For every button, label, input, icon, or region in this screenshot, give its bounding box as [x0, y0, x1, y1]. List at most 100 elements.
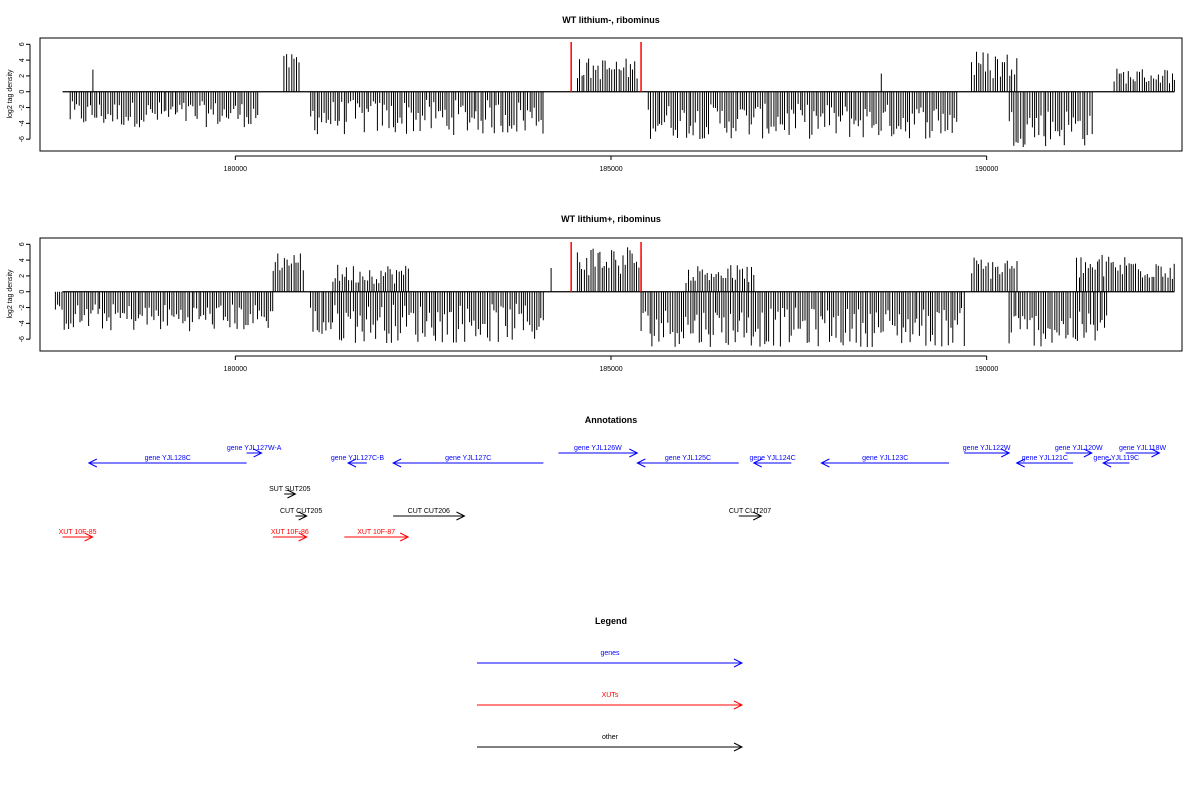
annotation-item: gene YJL127W-A — [227, 445, 282, 458]
signal-bars — [54, 247, 1175, 347]
arrowhead-icon — [84, 532, 94, 542]
arrowhead-icon — [1083, 448, 1093, 458]
annotation-label: gene YJL125C — [665, 455, 711, 462]
arrowhead-icon — [733, 658, 744, 668]
arrowhead-icon — [399, 532, 410, 542]
arrowhead-icon — [629, 448, 639, 458]
arrowhead-icon — [1101, 458, 1112, 468]
y-axis: -6 -4 -2 0 2 4 6 — [19, 242, 31, 342]
x-axis: 180000 185000 190000 — [224, 355, 998, 373]
x-tick-label: 180000 — [224, 166, 247, 173]
annotation-label: CUT CUT206 — [408, 508, 450, 515]
arrowhead-icon — [733, 700, 744, 710]
annotation-label: XUT 10F-87 — [357, 529, 395, 536]
x-tick-label: 185000 — [599, 166, 622, 173]
arrowhead-icon — [346, 458, 357, 468]
annotation-item: CUT CUT206 — [393, 508, 466, 521]
legend-label: genes — [600, 650, 620, 657]
position-markers — [570, 42, 642, 92]
y-tick-label: 2 — [19, 74, 26, 78]
annotation-item: gene YJL119C — [1093, 455, 1139, 468]
x-tick-label: 185000 — [599, 366, 622, 373]
y-tick-label: 0 — [19, 290, 26, 294]
arrowhead-icon — [456, 511, 466, 521]
annotation-label: XUT 10F-85 — [59, 529, 97, 536]
arrowhead-icon — [752, 458, 762, 468]
track-panel-lithium-minus: WT lithium-, ribominus log2 tag density … — [7, 15, 1183, 173]
annotation-item: gene YJL125C — [636, 455, 739, 468]
annotation-item: gene YJL123C — [820, 455, 950, 468]
annotation-label: gene YJL127C-B — [331, 455, 385, 462]
y-tick-label: -6 — [19, 136, 26, 142]
annotation-item: XUT 10F-86 — [271, 529, 309, 542]
annotation-label: gene YJL121C — [1022, 455, 1068, 462]
y-axis-label: log2 tag density — [7, 269, 14, 319]
panel-title: WT lithium+, ribominus — [561, 214, 661, 224]
annotation-item: gene YJL127C — [392, 455, 544, 468]
annotation-label: gene YJL120W — [1055, 445, 1103, 452]
x-tick-label: 180000 — [224, 366, 247, 373]
y-tick-label: -4 — [19, 320, 26, 326]
arrowhead-icon — [1151, 448, 1161, 458]
y-axis: -6 -4 -2 0 2 4 6 — [19, 42, 31, 142]
legend-entry: XUTs — [477, 692, 744, 710]
legend-label: XUTs — [602, 692, 619, 699]
arrowhead-icon — [820, 458, 830, 468]
annotation-item: gene YJL126W — [558, 445, 639, 458]
annotation-item: SUT SUT205 — [269, 486, 311, 499]
track-panel-lithium-plus: WT lithium+, ribominus log2 tag density … — [7, 214, 1183, 373]
legend-title: Legend — [595, 616, 627, 626]
arrowhead-icon — [1015, 458, 1025, 468]
y-tick-label: 6 — [19, 242, 26, 246]
annotation-item: CUT CUT205 — [280, 508, 322, 521]
annotation-label: gene YJL118W — [1119, 445, 1167, 452]
annotations-title: Annotations — [585, 415, 638, 425]
y-tick-label: 6 — [19, 42, 26, 46]
arrowhead-icon — [636, 458, 646, 468]
annotation-label: SUT SUT205 — [269, 486, 311, 493]
panel-title: WT lithium-, ribominus — [562, 15, 660, 25]
position-markers — [570, 242, 642, 292]
annotation-label: gene YJL126W — [574, 445, 622, 452]
y-tick-label: -2 — [19, 304, 26, 310]
y-tick-label: -4 — [19, 120, 26, 126]
legend-entry: other — [477, 734, 744, 752]
x-tick-label: 190000 — [975, 366, 998, 373]
annotation-item: gene YJL120W — [1055, 445, 1103, 458]
legend-label: other — [602, 734, 619, 741]
annotation-label: CUT CUT207 — [729, 508, 771, 515]
arrowhead-icon — [1000, 448, 1011, 458]
arrowhead-icon — [87, 458, 98, 468]
y-tick-label: 0 — [19, 90, 26, 94]
plot-frame — [39, 237, 1183, 352]
annotation-item: gene YJL127C-B — [331, 455, 385, 468]
annotation-item: gene YJL122W — [963, 445, 1011, 458]
annotation-label: gene YJL128C — [145, 455, 191, 462]
annotation-label: XUT 10F-86 — [271, 529, 309, 536]
annotation-items: gene YJL128C gene YJL127W-A gene YJL127C-B… — [59, 445, 1167, 542]
legend-entry: genes — [477, 650, 744, 668]
annotation-label: gene YJL127W-A — [227, 445, 282, 452]
annotation-label: gene YJL119C — [1093, 455, 1139, 462]
annotation-item: gene YJL121C — [1015, 455, 1074, 468]
y-tick-label: -2 — [19, 104, 26, 110]
y-tick-label: 4 — [19, 58, 26, 62]
annotation-item: XUT 10F-87 — [344, 529, 410, 542]
annotation-label: CUT CUT205 — [280, 508, 322, 515]
x-tick-label: 190000 — [975, 166, 998, 173]
annotation-label: gene YJL124C — [749, 455, 795, 462]
arrowhead-icon — [298, 532, 308, 542]
y-axis-label: log2 tag density — [7, 69, 14, 119]
signal-bars — [62, 51, 1175, 147]
y-tick-label: 4 — [19, 258, 26, 262]
arrowhead-icon — [298, 511, 308, 521]
annotation-label: gene YJL127C — [445, 455, 491, 462]
plot-frame — [39, 37, 1183, 152]
annotation-label: gene YJL123C — [862, 455, 908, 462]
arrowhead-icon — [733, 742, 744, 752]
annotation-label: gene YJL122W — [963, 445, 1011, 452]
y-tick-label: 2 — [19, 274, 26, 278]
annotation-item: XUT 10F-85 — [59, 529, 97, 542]
legend-items: genes XUTs other — [477, 650, 744, 752]
